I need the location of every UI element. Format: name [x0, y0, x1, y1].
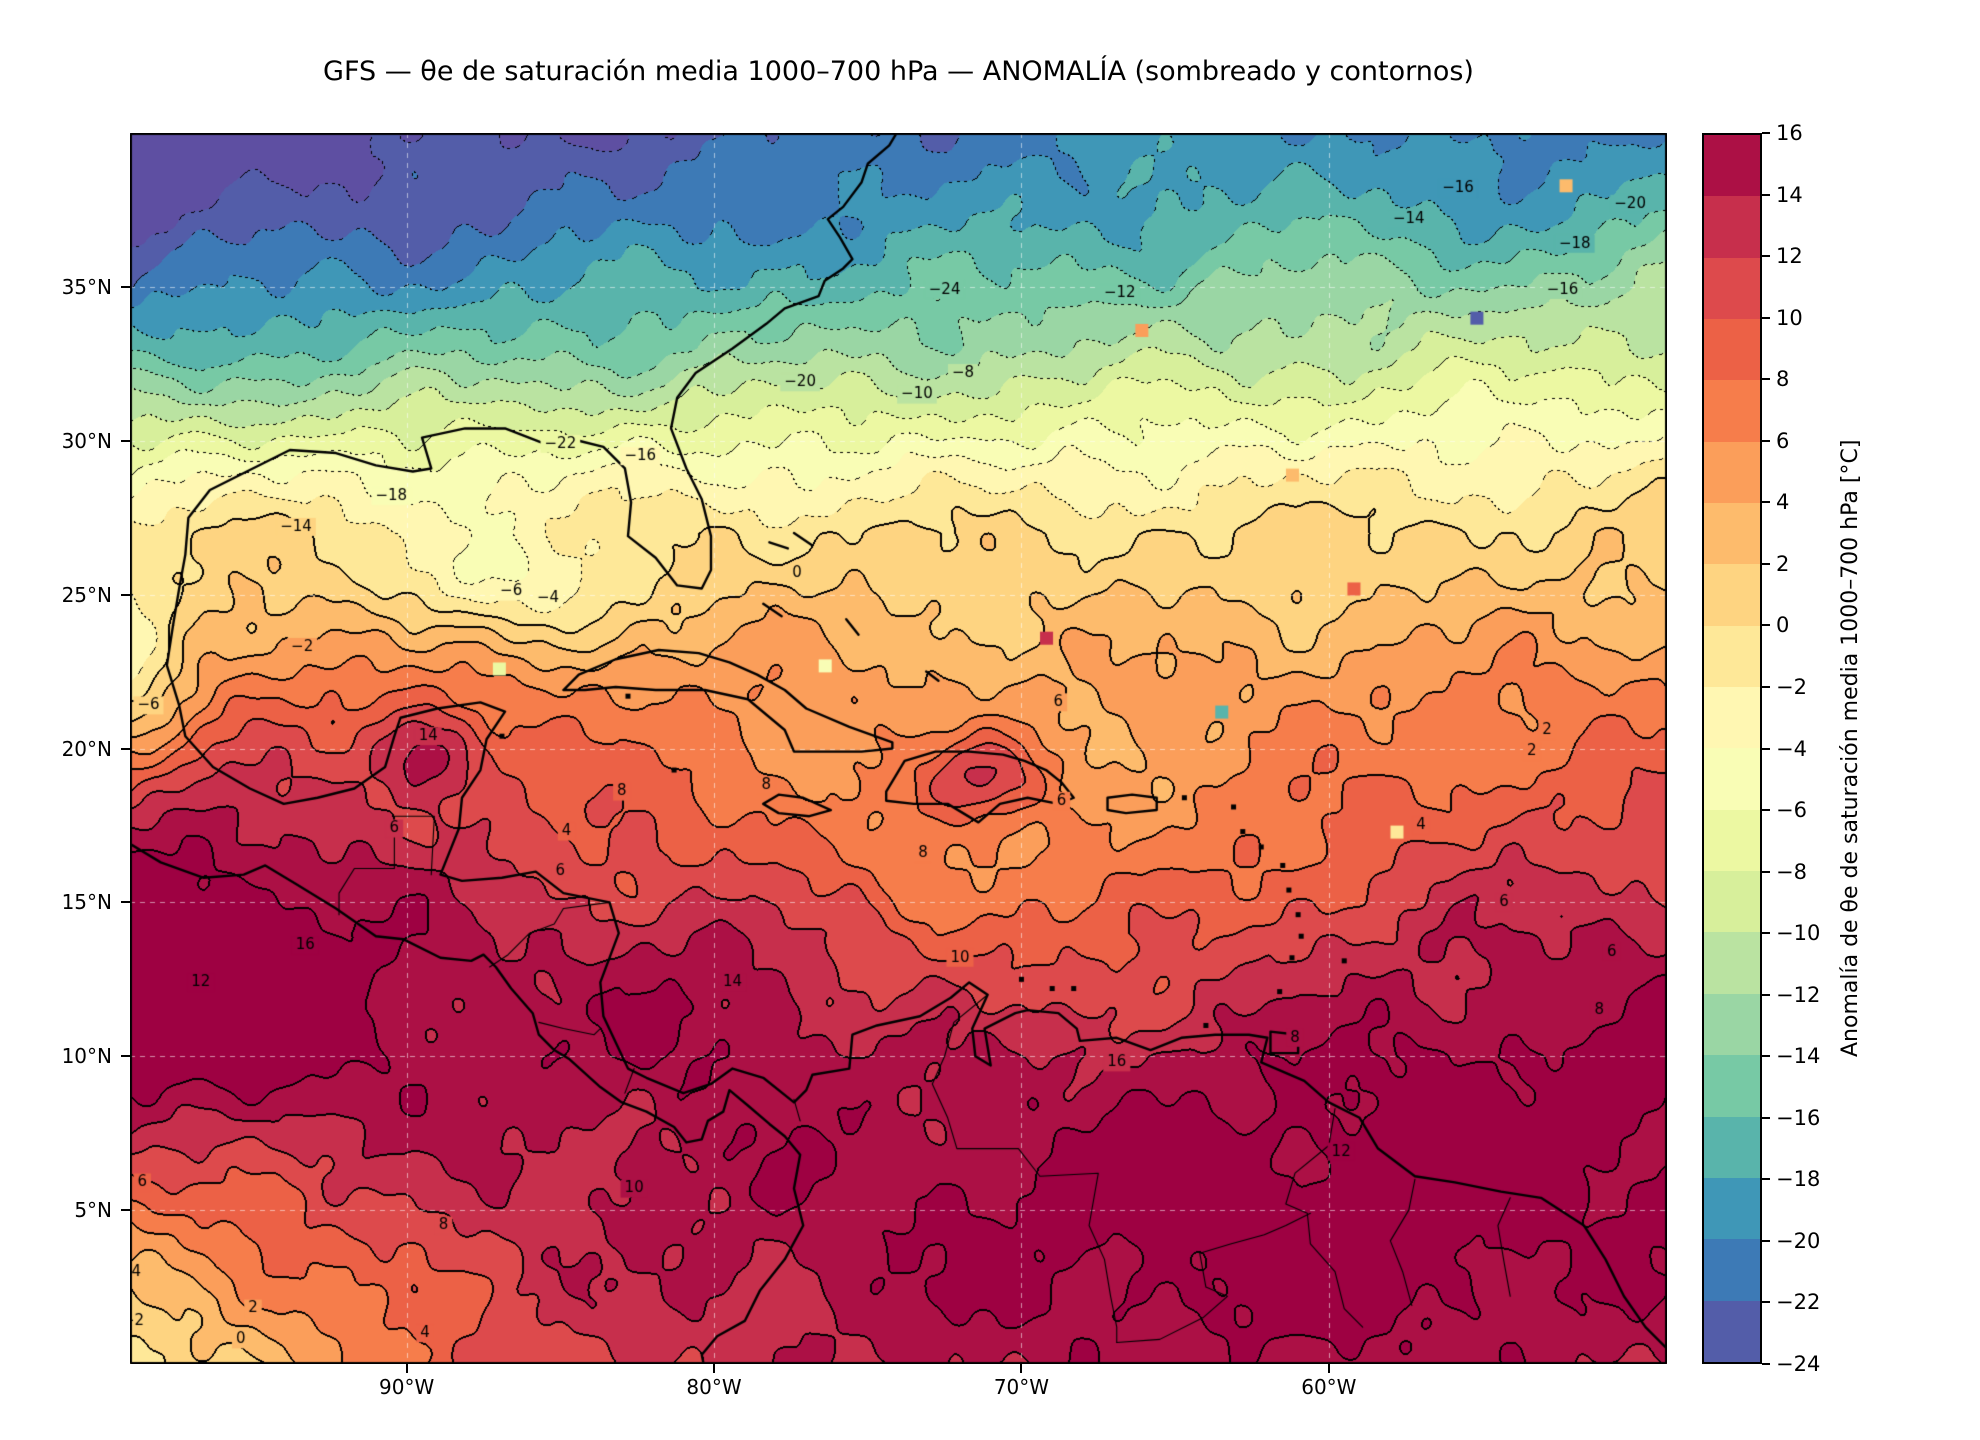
colorbar-tick-mark — [1762, 132, 1770, 134]
colorbar-tick-label: 8 — [1776, 367, 1790, 392]
lat-tick-label: 20°N — [61, 736, 112, 761]
colorbar-swatch — [1704, 687, 1760, 749]
colorbar-swatch — [1704, 625, 1760, 688]
colorbar-swatch — [1704, 257, 1760, 320]
colorbar-swatch — [1704, 1055, 1760, 1117]
colorbar-swatch — [1704, 380, 1760, 442]
colorbar-tick-mark — [1762, 1055, 1770, 1058]
colorbar-tick-mark — [1762, 747, 1770, 750]
chart-title: GFS — θe de saturación media 1000–700 hP… — [323, 56, 1474, 87]
colorbar-swatch — [1704, 993, 1760, 1056]
colorbar-tick-mark — [1762, 809, 1770, 812]
colorbar-tick-mark — [1762, 501, 1770, 504]
colorbar-tick-mark — [1762, 932, 1770, 935]
lon-tick-mark — [1020, 1364, 1023, 1373]
lat-tick-mark — [121, 439, 130, 442]
colorbar-tick-label: −10 — [1776, 921, 1821, 946]
colorbar-swatch — [1704, 1177, 1760, 1240]
colorbar-swatch — [1704, 441, 1760, 504]
colorbar-tick-mark — [1762, 193, 1770, 196]
colorbar-tick-label: 4 — [1776, 490, 1790, 515]
colorbar-tick-label: 14 — [1776, 182, 1803, 207]
lat-tick-label: 5°N — [74, 1198, 112, 1223]
colorbar-tick-label: −20 — [1776, 1228, 1821, 1253]
colorbar-tick-label: −18 — [1776, 1167, 1821, 1192]
colorbar-tick-label: −12 — [1776, 982, 1821, 1007]
colorbar-tick-label: 2 — [1776, 551, 1790, 576]
colorbar-tick-label: −2 — [1776, 674, 1807, 699]
colorbar-tick-label: −22 — [1776, 1290, 1821, 1315]
lat-tick-label: 30°N — [61, 428, 112, 453]
colorbar-tick-mark — [1762, 624, 1770, 627]
colorbar-swatch — [1704, 196, 1760, 258]
colorbar-swatch — [1704, 1300, 1760, 1362]
colorbar-tick-mark — [1762, 255, 1770, 258]
lat-tick-label: 15°N — [61, 890, 112, 915]
colorbar-tick-label: −24 — [1776, 1352, 1821, 1376]
lon-tick-mark — [1327, 1364, 1330, 1373]
lon-tick-label: 80°W — [686, 1375, 742, 1399]
colorbar-tick-mark — [1762, 685, 1770, 688]
lat-tick-mark — [121, 1209, 130, 1212]
colorbar-swatch — [1704, 932, 1760, 994]
lat-tick-label: 25°N — [61, 582, 112, 607]
colorbar-swatch — [1704, 319, 1760, 381]
lat-tick-mark — [121, 593, 130, 596]
colorbar-label: Anomalía de θe de saturación media 1000–… — [1838, 439, 1863, 1058]
lon-tick-mark — [713, 1364, 716, 1373]
colorbar-tick-mark — [1762, 1239, 1770, 1242]
colorbar-tick-mark — [1762, 562, 1770, 565]
colorbar — [1702, 133, 1762, 1364]
lat-tick-label: 10°N — [61, 1044, 112, 1069]
colorbar-swatch — [1704, 503, 1760, 565]
colorbar-swatch — [1704, 748, 1760, 810]
colorbar-tick-mark — [1762, 1363, 1770, 1365]
colorbar-swatch — [1704, 809, 1760, 872]
lon-tick-mark — [405, 1364, 408, 1373]
lat-tick-mark — [121, 1055, 130, 1058]
lon-tick-label: 60°W — [1301, 1375, 1357, 1399]
colorbar-tick-label: 12 — [1776, 244, 1803, 269]
lon-tick-label: 90°W — [379, 1375, 435, 1399]
colorbar-tick-label: 0 — [1776, 613, 1790, 638]
colorbar-tick-mark — [1762, 1116, 1770, 1119]
colorbar-swatch — [1704, 871, 1760, 933]
colorbar-tick-label: 10 — [1776, 305, 1803, 330]
lat-tick-mark — [121, 901, 130, 904]
colorbar-tick-mark — [1762, 439, 1770, 442]
map-plot-area — [130, 133, 1667, 1364]
colorbar-swatch — [1704, 564, 1760, 626]
colorbar-tick-mark — [1762, 316, 1770, 319]
colorbar-tick-mark — [1762, 993, 1770, 996]
colorbar-tick-label: 16 — [1776, 121, 1803, 145]
contour-map-canvas — [130, 133, 1667, 1364]
colorbar-swatch — [1704, 1239, 1760, 1301]
lon-tick-label: 70°W — [993, 1375, 1050, 1399]
colorbar-tick-mark — [1762, 1301, 1770, 1304]
colorbar-tick-label: 6 — [1776, 428, 1790, 453]
colorbar-tick-label: −16 — [1776, 1105, 1821, 1130]
colorbar-tick-label: −6 — [1776, 798, 1807, 823]
lat-tick-mark — [121, 285, 130, 288]
colorbar-tick-mark — [1762, 1178, 1770, 1181]
colorbar-swatch — [1704, 1116, 1760, 1178]
lat-tick-label: 35°N — [61, 274, 112, 299]
colorbar-tick-label: −8 — [1776, 859, 1807, 884]
lat-tick-mark — [121, 747, 130, 750]
colorbar-tick-label: −14 — [1776, 1044, 1821, 1069]
colorbar-tick-mark — [1762, 870, 1770, 873]
colorbar-tick-mark — [1762, 378, 1770, 381]
colorbar-tick-label: −4 — [1776, 736, 1807, 761]
colorbar-swatch — [1704, 135, 1760, 197]
